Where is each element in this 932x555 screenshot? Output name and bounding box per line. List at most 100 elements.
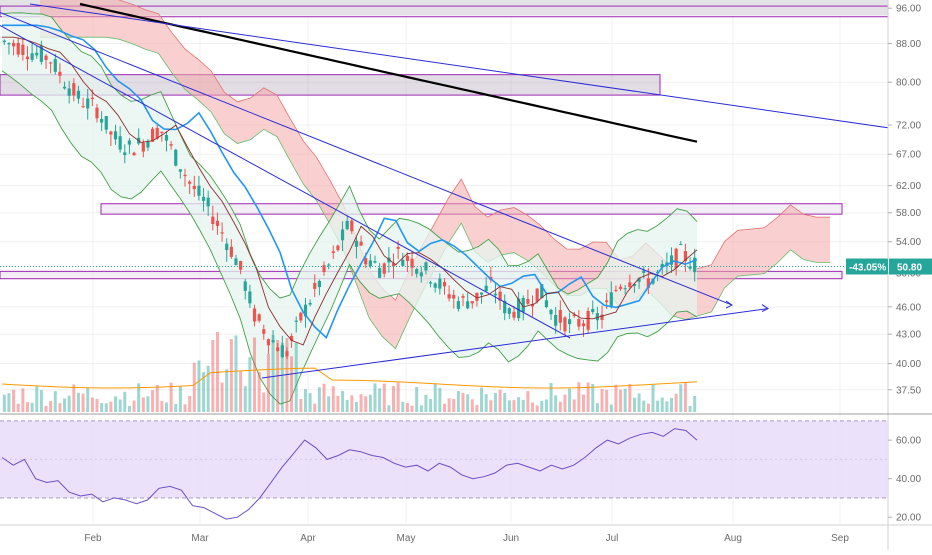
volume-bar [90, 397, 94, 412]
candle-body [257, 314, 261, 321]
last-price-badge [889, 258, 932, 275]
candle-body [276, 347, 280, 352]
cloud-span-a [116, 0, 830, 301]
volume-bar [646, 403, 650, 412]
price-tick-label: 62.00 [896, 181, 921, 192]
volume-bar [271, 334, 275, 412]
volume-bar [229, 339, 233, 412]
volume-bar [660, 397, 664, 412]
volume-bar [197, 360, 201, 412]
time-tick-label: Aug [724, 533, 742, 544]
volume-bar [104, 403, 108, 412]
volume-bar [452, 399, 456, 412]
candle-body [359, 241, 363, 246]
volume-bar [605, 389, 609, 412]
volume-bar [651, 385, 655, 412]
candle-body [317, 280, 321, 288]
volume-bar [16, 403, 20, 412]
volume-bar [526, 391, 530, 412]
price-tick-label: 67.00 [896, 150, 921, 161]
candle-body [438, 278, 442, 289]
candle-body [693, 257, 697, 273]
candle-body [123, 152, 127, 156]
volume-bar [517, 397, 521, 412]
rsi-line [1, 428, 698, 520]
volume-bar [382, 383, 386, 412]
price-tick-label: 96.00 [896, 4, 921, 15]
volume-bar [600, 388, 604, 412]
volume-bar [53, 391, 57, 412]
volume-bar [609, 404, 613, 412]
volume-bar [322, 383, 326, 412]
volume-bar [688, 405, 692, 412]
volume-bar [549, 382, 553, 412]
volume-bar [248, 357, 252, 412]
volume-bar [118, 399, 122, 412]
candle-body [577, 319, 581, 327]
volume-bar [266, 353, 270, 412]
candle-body [308, 303, 312, 305]
volume-bar [21, 388, 25, 412]
candle-body [512, 311, 516, 318]
volume-bar [294, 342, 298, 412]
price-tick-label: 43.00 [896, 330, 921, 341]
volume-bar [290, 356, 294, 412]
volume-bar [280, 342, 284, 412]
volume-bar [507, 400, 511, 412]
volume-bar [359, 394, 363, 412]
volume-bar [693, 395, 697, 412]
volume-bar [178, 386, 182, 412]
candle-body [81, 106, 85, 108]
volume-bar [563, 394, 567, 412]
time-tick-label: Mar [191, 533, 209, 544]
candle-body [623, 288, 627, 290]
bollinger-lower [1, 70, 698, 405]
long-moving-average [79, 2, 698, 143]
candle-body [252, 308, 257, 322]
volume-bar [438, 387, 442, 412]
candle-body [127, 140, 132, 145]
trendline-arrowhead [761, 304, 769, 313]
candle-body [683, 251, 688, 262]
candle-body [211, 216, 215, 224]
candle-body [11, 42, 16, 47]
volume-bar [531, 402, 535, 412]
candle-body [215, 220, 220, 226]
volume-bar [503, 392, 507, 412]
volume-bar [623, 388, 627, 412]
candle-body [345, 220, 349, 230]
candle-body [150, 128, 155, 142]
candle-body [419, 272, 423, 277]
candle-body [396, 246, 400, 249]
candle-body [646, 278, 650, 288]
volume-bar [480, 387, 484, 412]
candle-body [368, 260, 372, 266]
candle-body [188, 181, 192, 184]
volume-bar [336, 395, 340, 412]
volume-bar [2, 394, 6, 412]
candle-body [447, 294, 451, 299]
volume-bar [484, 394, 488, 412]
candle-body [405, 255, 410, 261]
candle-body [535, 288, 539, 302]
candle-body [174, 149, 178, 166]
candle-body [595, 313, 599, 321]
volume-bar [535, 405, 539, 412]
candle-body [86, 98, 90, 109]
volume-bar [521, 399, 525, 412]
candle-body [340, 229, 345, 241]
candle-body [239, 261, 243, 270]
volume-bar [392, 386, 396, 412]
volume-bar [368, 394, 372, 412]
candle-body [350, 220, 354, 232]
volume-bar [401, 401, 405, 412]
long-downtrend-line [29, 3, 889, 129]
volume-bar [331, 386, 335, 412]
bollinger-upper [1, 12, 698, 299]
candle-body [67, 88, 71, 96]
volume-bar [475, 404, 479, 412]
volume-bar [493, 392, 497, 412]
candle-body [642, 270, 646, 273]
